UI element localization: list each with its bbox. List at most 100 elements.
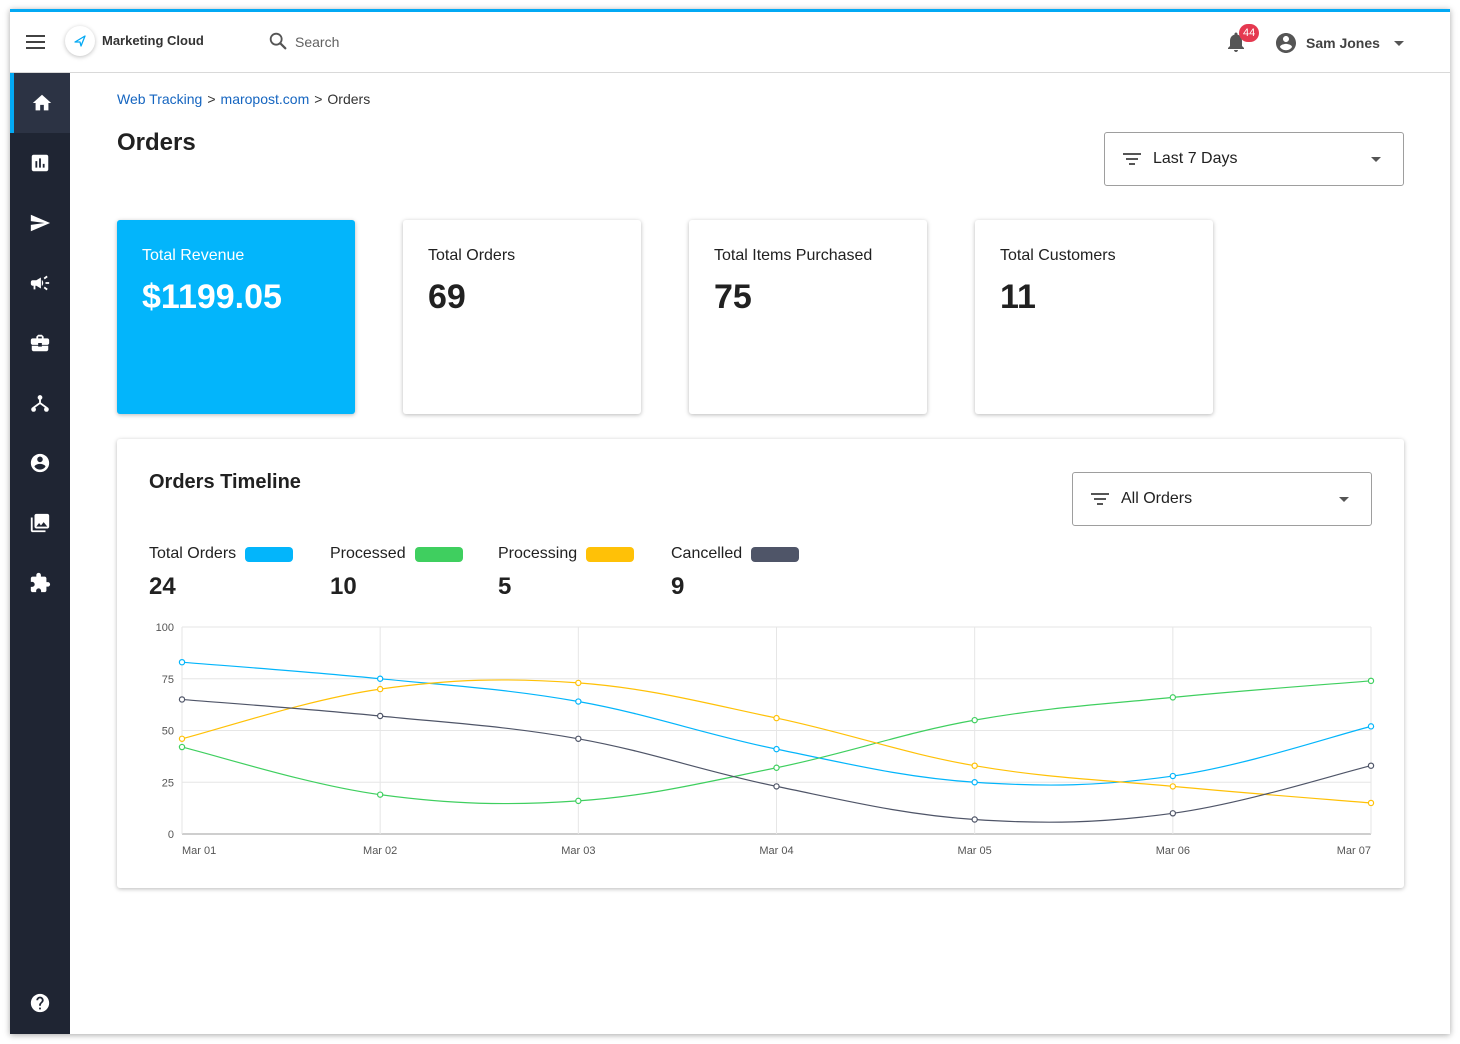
data-point (1367, 799, 1375, 807)
sidebar-item-media[interactable] (10, 493, 70, 553)
stat-label: Total Revenue (142, 247, 245, 264)
y-tick-label: 0 (168, 829, 174, 841)
hierarchy-icon (31, 395, 49, 412)
data-point (575, 735, 582, 742)
data-point (971, 779, 978, 786)
notification-badge[interactable]: 44 (1239, 24, 1260, 42)
top-bar: Marketing Cloud 44 Sam Jones (10, 9, 1450, 73)
account-circle-icon (1276, 33, 1296, 53)
data-point (178, 696, 186, 703)
breadcrumb-separator: > (207, 91, 216, 107)
legend-label: Cancelled (671, 545, 743, 562)
y-tick-label: 75 (162, 674, 174, 686)
data-point (575, 797, 582, 805)
filter-icon (1123, 152, 1143, 166)
order-status-value: All Orders (1121, 490, 1193, 507)
search-input[interactable] (295, 30, 495, 54)
legend-value: 9 (671, 573, 685, 600)
data-point (178, 658, 186, 666)
data-point (575, 679, 582, 687)
stat-value: $1199.05 (142, 278, 282, 316)
sidebar-item-announcements[interactable] (10, 253, 70, 313)
stat-value: 75 (714, 278, 752, 316)
sidebar-item-campaigns[interactable] (10, 193, 70, 253)
chevron-down-icon (1393, 40, 1404, 46)
legend-item-total-orders[interactable]: Total Orders 24 (149, 545, 294, 601)
data-point (773, 745, 780, 753)
panel-title: Orders Timeline (149, 471, 301, 493)
data-point (773, 764, 780, 771)
y-tick-label: 50 (162, 726, 174, 738)
briefcase-icon (30, 334, 50, 352)
page-title: Orders (117, 129, 196, 156)
legend-item-processed[interactable]: Processed 10 (330, 545, 463, 601)
order-status-select[interactable]: All Orders (1072, 472, 1372, 526)
legend-item-cancelled[interactable]: Cancelled 9 (671, 545, 800, 601)
data-point (1169, 810, 1177, 817)
legend-label: Processed (330, 545, 406, 562)
data-point (1367, 723, 1375, 730)
sidebar-item-contacts[interactable] (10, 433, 70, 493)
breadcrumb-domain[interactable]: maropost.com (220, 91, 310, 107)
data-point (376, 675, 384, 682)
sidebar-item-home[interactable] (10, 73, 70, 133)
stat-card-total-items[interactable]: Total Items Purchased 75 (689, 220, 927, 414)
y-tick-label: 25 (162, 777, 174, 789)
x-tick-label: Mar 05 (958, 845, 992, 857)
account-circle-icon (30, 453, 50, 473)
chevron-down-icon (1339, 496, 1349, 502)
stat-card-total-customers[interactable]: Total Customers 11 (975, 220, 1213, 414)
bar-chart-icon (31, 154, 49, 172)
stat-value: 69 (428, 278, 466, 316)
x-tick-label: Mar 02 (363, 845, 397, 857)
stat-card-total-revenue[interactable]: Total Revenue $1199.05 (117, 220, 355, 414)
data-point (971, 762, 978, 769)
help-icon (30, 993, 50, 1013)
search-icon[interactable] (267, 30, 289, 52)
sidebar-item-help[interactable] (10, 973, 70, 1033)
user-menu[interactable]: Sam Jones (1274, 30, 1404, 56)
data-point (178, 735, 186, 742)
legend-item-processing[interactable]: Processing 5 (498, 545, 635, 601)
breadcrumb-separator: > (314, 91, 323, 107)
data-point (971, 716, 978, 724)
stat-value: 11 (1000, 278, 1036, 316)
sidebar-item-commerce[interactable] (10, 313, 70, 373)
stat-card-total-orders[interactable]: Total Orders 69 (403, 220, 641, 414)
stat-label: Total Customers (1000, 247, 1116, 264)
date-range-value: Last 7 Days (1153, 150, 1238, 167)
stat-label: Total Items Purchased (714, 247, 873, 264)
data-point (178, 743, 186, 751)
x-tick-label: Mar 04 (759, 845, 793, 857)
x-tick-label: Mar 07 (1337, 845, 1371, 857)
megaphone-icon (30, 275, 50, 291)
app-title: Marketing Cloud (102, 33, 204, 48)
data-point (971, 816, 978, 823)
menu-icon[interactable] (26, 34, 46, 50)
legend-swatch (751, 546, 800, 562)
legend-value: 10 (330, 573, 357, 600)
data-point (1367, 677, 1375, 685)
sidebar-item-integrations[interactable] (10, 553, 70, 613)
breadcrumb-web-tracking[interactable]: Web Tracking (117, 91, 203, 107)
image-gallery-icon (30, 513, 50, 533)
sidebar-item-reports[interactable] (10, 133, 70, 193)
date-range-select[interactable]: Last 7 Days (1104, 132, 1404, 186)
orders-timeline-panel: Orders Timeline All Orders Total Orders … (117, 439, 1404, 888)
app-logo[interactable] (65, 26, 95, 56)
data-point (376, 685, 384, 693)
main-content: Web Tracking > maropost.com > Orders Orders … (70, 73, 1450, 1034)
stat-label: Total Orders (428, 247, 516, 264)
sidebar-item-journeys[interactable] (10, 373, 70, 433)
data-point (1169, 772, 1177, 780)
data-point (376, 712, 384, 720)
breadcrumb: Web Tracking > maropost.com > Orders (117, 91, 370, 107)
x-tick-label: Mar 06 (1156, 845, 1190, 857)
x-tick-label: Mar 01 (182, 845, 216, 857)
user-name: Sam Jones (1306, 35, 1380, 51)
filter-icon (1091, 492, 1111, 506)
breadcrumb-current: Orders (327, 91, 371, 107)
home-icon (32, 94, 52, 111)
legend-swatch (586, 546, 635, 562)
sidebar (10, 73, 70, 1034)
